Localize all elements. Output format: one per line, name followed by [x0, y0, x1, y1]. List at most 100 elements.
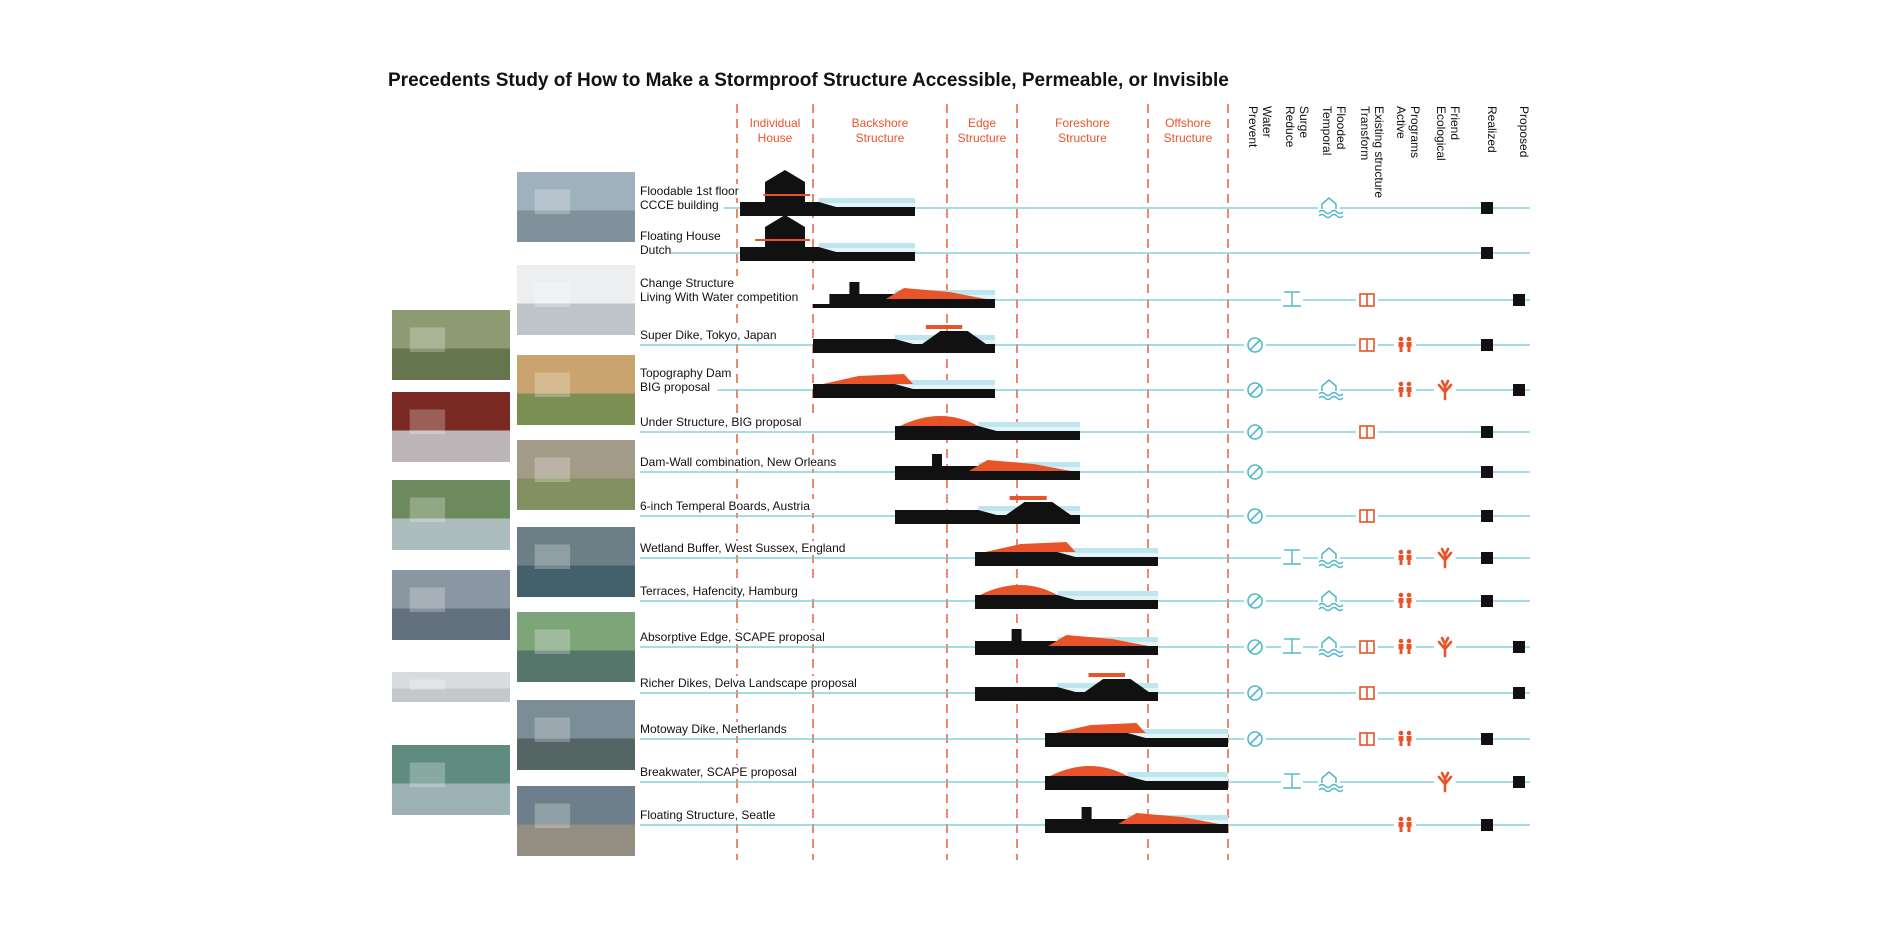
active-icon [1394, 334, 1416, 356]
diagram-title: Precedents Study of How to Make a Stormp… [388, 70, 1229, 91]
zone-label-backshore: Backshore [852, 116, 909, 130]
precedent-label: BIG proposal [640, 380, 710, 394]
precedent-label: Dutch [640, 243, 671, 257]
temporal-icon [1318, 590, 1344, 612]
precedent-label: Absorptive Edge, SCAPE proposal [640, 630, 825, 644]
precedent-label: Motoway Dike, Netherlands [640, 722, 787, 736]
column-header-prevent: Prevent [1246, 106, 1260, 148]
realized-marker [1481, 202, 1493, 214]
column-header-temporal: Flooded [1334, 106, 1348, 149]
precedent-row: Breakwater, SCAPE proposal [638, 765, 1530, 793]
column-header-reduce: Surge [1297, 106, 1311, 138]
column-header-active: Programs [1408, 106, 1422, 158]
realized-marker [1481, 733, 1493, 745]
precedent-label: 6-inch Temperal Boards, Austria [640, 499, 810, 513]
active-icon [1394, 590, 1416, 612]
section-drawing [975, 673, 1158, 701]
section-drawing [1045, 807, 1228, 833]
transform-icon [1356, 421, 1378, 443]
zone-label-offshore: Offshore [1165, 116, 1211, 130]
zone-label-foreshore: Foreshore [1055, 116, 1110, 130]
zone-label-individual-line2: House [758, 131, 793, 145]
precedent-photo [392, 672, 510, 702]
realized-marker [1481, 247, 1493, 259]
section-drawing [813, 282, 995, 308]
precedent-label: CCCE building [640, 198, 719, 212]
precedent-photo [517, 612, 635, 682]
column-header-transform: Transform [1358, 106, 1372, 160]
column-header-realized: Realized [1485, 106, 1499, 153]
transform-icon [1356, 636, 1378, 658]
precedent-photo [517, 172, 635, 242]
active-icon [1394, 379, 1416, 401]
precedent-photo [392, 570, 510, 640]
realized-marker [1481, 426, 1493, 438]
precedent-row: Dam-Wall combination, New Orleans [638, 454, 1530, 483]
prevent-icon [1244, 334, 1266, 356]
precedent-photo [517, 355, 635, 425]
section-drawing [975, 629, 1158, 655]
reduce-icon [1281, 289, 1303, 311]
prevent-icon [1244, 636, 1266, 658]
realized-marker [1481, 595, 1493, 607]
precedent-row: Motoway Dike, Netherlands [638, 722, 1530, 750]
precedent-photo [517, 527, 635, 597]
precedent-label: Dam-Wall combination, New Orleans [640, 455, 836, 469]
reduce-icon [1281, 771, 1303, 793]
column-header-active: Active [1394, 106, 1408, 139]
temporal-icon [1318, 379, 1344, 401]
precedent-photo [517, 786, 635, 856]
section-drawing [895, 454, 1080, 480]
column-header-reduce: Reduce [1283, 106, 1297, 148]
column-header-transform: Existing structure [1372, 106, 1386, 198]
precedent-label: Super Dike, Tokyo, Japan [640, 328, 777, 342]
section-drawing [975, 542, 1158, 566]
precedent-label: Change Structure [640, 276, 734, 290]
precedent-label: Terraces, Hafencity, Hamburg [640, 584, 798, 598]
precedent-label: Living With Water competition [640, 290, 798, 304]
temporal-icon [1318, 771, 1344, 793]
precedent-label: Richer Dikes, Delva Landscape proposal [640, 676, 857, 690]
proposed-marker [1513, 294, 1525, 306]
section-drawing [1045, 723, 1228, 747]
precedent-row: Under Structure, BIG proposal [638, 415, 1530, 443]
section-drawing [740, 215, 915, 261]
ecological-icon [1434, 636, 1456, 658]
precedent-label: Floating Structure, Seatle [640, 808, 776, 822]
precedent-row: 6-inch Temperal Boards, Austria [638, 496, 1530, 527]
precedent-row: Floating Structure, Seatle [638, 807, 1530, 836]
active-icon [1394, 636, 1416, 658]
transform-icon [1356, 505, 1378, 527]
prevent-icon [1244, 682, 1266, 704]
precedent-photo [392, 310, 510, 380]
realized-marker [1481, 819, 1493, 831]
section-drawing [895, 416, 1080, 440]
prevent-icon [1244, 461, 1266, 483]
precedent-label: Breakwater, SCAPE proposal [640, 765, 797, 779]
zone-label-backshore-line2: Structure [856, 131, 905, 145]
transform-icon [1356, 289, 1378, 311]
section-drawing [740, 170, 915, 216]
precedent-label: Under Structure, BIG proposal [640, 415, 801, 429]
precedent-photo [392, 480, 510, 550]
section-drawing [975, 585, 1158, 609]
precedent-row: Super Dike, Tokyo, Japan [638, 325, 1530, 356]
column-header-temporal: Temporal [1320, 106, 1334, 155]
proposed-marker [1513, 687, 1525, 699]
precedent-photo [517, 440, 635, 510]
zone-label-individual: Individual [750, 116, 801, 130]
prevent-icon [1244, 505, 1266, 527]
section-drawing [895, 496, 1080, 524]
realized-marker [1481, 339, 1493, 351]
reduce-icon [1281, 547, 1303, 569]
transform-icon [1356, 682, 1378, 704]
reduce-icon [1281, 636, 1303, 658]
precedent-row: Richer Dikes, Delva Landscape proposal [638, 673, 1530, 704]
precedent-row: Absorptive Edge, SCAPE proposal [638, 629, 1530, 658]
precedent-label: Floating House [640, 229, 721, 243]
zone-label-edge: Edge [968, 116, 996, 130]
column-header-proposed: Proposed [1517, 106, 1531, 157]
ecological-icon [1434, 771, 1456, 793]
